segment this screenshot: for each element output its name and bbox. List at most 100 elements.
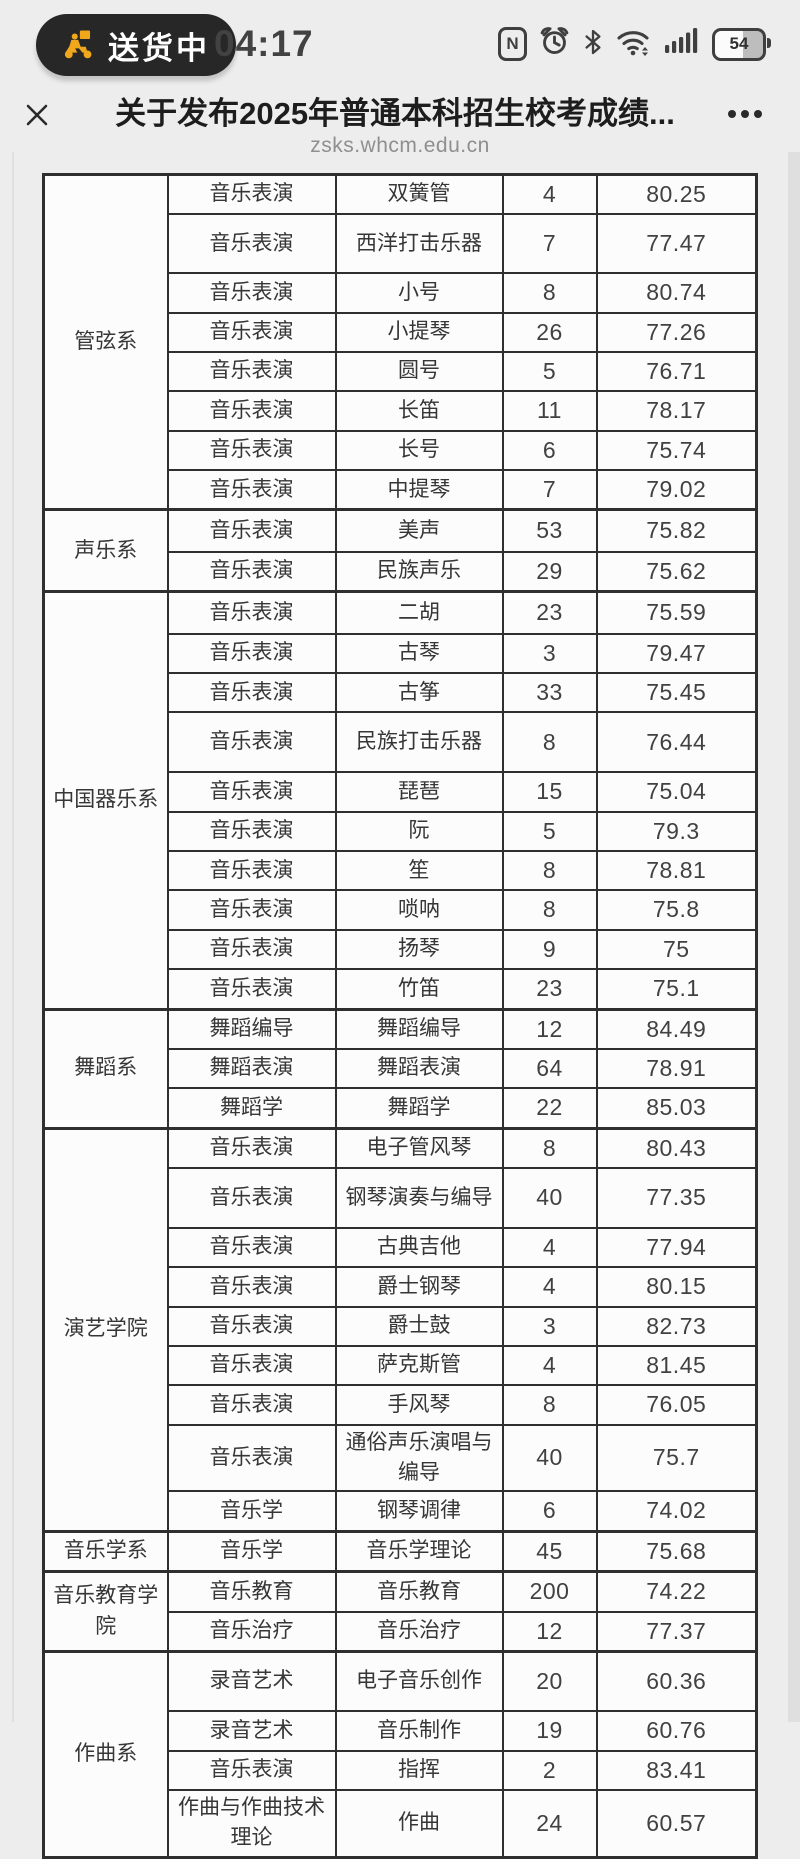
direction-cell: 笙	[334, 850, 504, 892]
table-row: 音乐表演 手风琴 8 76.05	[44, 1384, 758, 1426]
count-cell: 22	[501, 1087, 598, 1130]
direction-cell: 二胡	[334, 590, 504, 635]
score-cell: 79.47	[595, 632, 758, 675]
direction-cell: 指挥	[334, 1749, 504, 1792]
table-row: 音乐学 钢琴调律 6 74.02	[44, 1490, 758, 1533]
major-cell: 音乐表演	[166, 711, 337, 774]
table-row: 声乐系 音乐表演 美声 53 75.82	[42, 508, 758, 593]
more-menu-icon[interactable]	[728, 110, 762, 118]
count-cell: 29	[501, 550, 598, 593]
page-left-edge	[12, 152, 14, 1722]
count-cell: 4	[501, 173, 598, 216]
direction-cell: 小提琴	[334, 311, 504, 354]
major-cell: 作曲与作曲技术 理论	[166, 1789, 337, 1859]
table-row: 中国器乐系 音乐表演 二胡 23 75.59	[42, 590, 758, 1011]
direction-cell: 电子音乐创作	[334, 1649, 504, 1713]
table-row: 音乐表演 小提琴 26 77.26	[44, 311, 758, 354]
table-row: 音乐学系 音乐学 音乐学理论 45 75.68	[42, 1529, 758, 1573]
score-cell: 80.43	[595, 1126, 758, 1169]
count-cell: 53	[501, 508, 598, 553]
score-cell: 60.76	[595, 1710, 758, 1752]
count-cell: 4	[501, 1226, 598, 1269]
count-cell: 11	[501, 390, 598, 432]
major-cell: 舞蹈表演	[166, 1047, 337, 1090]
count-cell: 7	[501, 213, 598, 275]
score-cell: 74.02	[595, 1490, 758, 1533]
score-cell: 84.49	[595, 1007, 758, 1050]
table-row: 舞蹈学 舞蹈学 22 85.03	[44, 1087, 758, 1130]
table-row: 演艺学院 音乐表演 电子管风琴 8 80.43	[42, 1126, 758, 1533]
major-cell: 音乐表演	[166, 889, 337, 931]
count-cell: 3	[501, 632, 598, 675]
major-cell: 音乐表演	[166, 590, 337, 635]
direction-cell: 古筝	[334, 672, 504, 714]
table-row: 音乐表演 唢呐 8 75.8	[44, 889, 758, 931]
count-cell: 26	[501, 311, 598, 354]
score-cell: 76.44	[595, 711, 758, 774]
count-cell: 8	[501, 1384, 598, 1426]
browser-title-bar: 关于发布2025年普通本科招生校考成绩... zsks.whcm.edu.cn	[0, 88, 800, 173]
direction-cell: 古典吉他	[334, 1226, 504, 1269]
direction-cell: 音乐学理论	[334, 1529, 504, 1573]
table-row: 音乐表演阮 5 79.3	[44, 810, 758, 853]
table-row: 音乐表演 古典吉他 4 77.94	[44, 1226, 758, 1269]
direction-cell: 电子管风琴	[334, 1126, 504, 1169]
table-row: 音乐表演 竹笛 23 75.1	[44, 968, 758, 1010]
count-cell: 8	[501, 850, 598, 892]
major-cell: 录音艺术	[166, 1710, 337, 1752]
major-cell: 音乐表演	[166, 272, 337, 314]
direction-cell: 钢琴调律	[334, 1490, 504, 1533]
score-cell: 75.7	[595, 1423, 758, 1493]
delivery-status-badge[interactable]: 送货中	[36, 14, 236, 76]
direction-cell: 古琴	[334, 632, 504, 675]
count-cell: 23	[501, 590, 598, 635]
count-cell: 45	[501, 1529, 598, 1573]
table-row: 音乐表演 民族声乐 29 75.62	[44, 550, 758, 593]
scrollbar-track[interactable]	[788, 152, 800, 1722]
direction-cell: 通俗声乐演唱与 编导	[334, 1423, 504, 1493]
close-icon[interactable]	[22, 100, 52, 130]
major-cell: 音乐表演	[166, 1166, 337, 1229]
direction-cell: 音乐治疗	[334, 1610, 504, 1653]
major-cell: 录音艺术	[166, 1649, 337, 1713]
major-cell: 音乐学	[166, 1529, 337, 1573]
department-cell: 声乐系	[42, 508, 169, 593]
major-cell: 音乐表演	[166, 1266, 337, 1308]
major-cell: 音乐表演	[166, 173, 337, 216]
direction-cell: 美声	[334, 508, 504, 553]
direction-cell: 民族打击乐器	[334, 711, 504, 774]
score-cell: 78.17	[595, 390, 758, 432]
department-cell: 中国器乐系	[42, 590, 169, 1011]
score-cell: 77.47	[595, 213, 758, 275]
count-cell: 8	[501, 889, 598, 931]
department-cell: 舞蹈系	[42, 1007, 169, 1130]
major-cell: 音乐表演	[166, 1384, 337, 1426]
major-cell: 音乐表演	[166, 632, 337, 675]
major-cell: 音乐表演	[166, 1344, 337, 1387]
score-cell: 80.15	[595, 1266, 758, 1308]
page-url: zsks.whcm.edu.cn	[310, 134, 490, 157]
direction-cell: 舞蹈编导	[334, 1007, 504, 1050]
direction-cell: 爵士鼓	[334, 1305, 504, 1347]
count-cell: 9	[501, 928, 598, 971]
score-cell: 75	[595, 928, 758, 971]
direction-cell: 圆号	[334, 351, 504, 393]
count-cell: 64	[501, 1047, 598, 1090]
table-row: 音乐表演 扬琴 9 75	[44, 928, 758, 971]
score-cell: 74.22	[595, 1570, 758, 1613]
direction-cell: 民族声乐	[334, 550, 504, 593]
table-row: 管弦系 音乐表演 双簧管 4 80.25	[42, 172, 758, 511]
count-cell: 8	[501, 272, 598, 314]
direction-cell: 阮	[334, 810, 504, 853]
table-row: 音乐表演 古筝 33 75.45	[44, 672, 758, 714]
major-cell: 舞蹈编导	[166, 1007, 337, 1050]
count-cell: 6	[501, 1490, 598, 1533]
count-cell: 4	[501, 1266, 598, 1308]
count-cell: 40	[501, 1166, 598, 1229]
count-cell: 7	[501, 469, 598, 511]
direction-cell: 音乐制作	[334, 1710, 504, 1752]
score-cell: 77.94	[595, 1226, 758, 1269]
score-cell: 85.03	[595, 1087, 758, 1130]
score-cell: 81.45	[595, 1344, 758, 1387]
count-cell: 5	[501, 810, 598, 853]
